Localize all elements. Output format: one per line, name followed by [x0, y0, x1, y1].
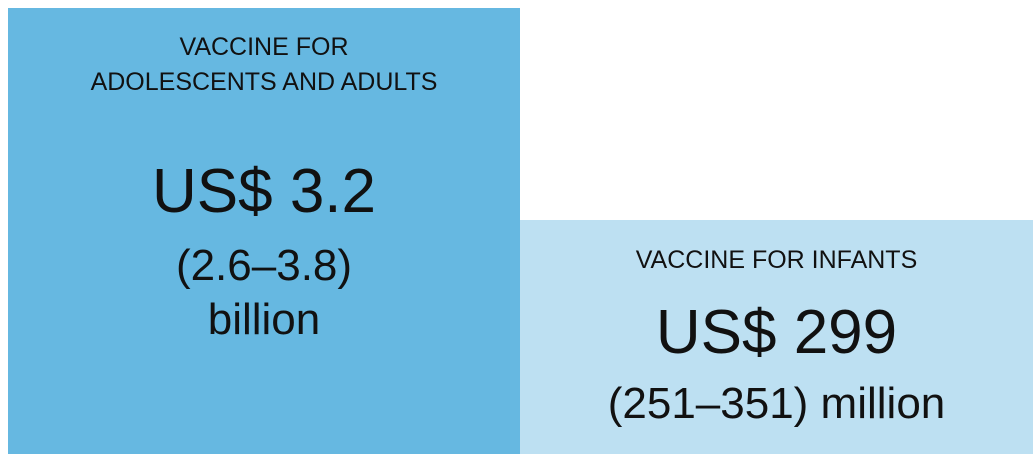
amount: US$ 3.2 [151, 157, 377, 226]
range: (2.6–3.8) [175, 241, 353, 290]
unit: billion [207, 295, 321, 344]
adult-vaccine-panel: VACCINE FOR ADOLESCENTS AND ADULTS US$ 3… [8, 8, 520, 454]
panel-heading: VACCINE FOR [179, 33, 349, 61]
infant-vaccine-panel: VACCINE FOR INFANTS US$ 299 (251–351) mi… [520, 220, 1033, 454]
panel-heading: VACCINE FOR INFANTS [635, 246, 918, 274]
range: (251–351) million [607, 379, 946, 428]
amount: US$ 299 [655, 298, 898, 367]
panel-heading: ADOLESCENTS AND ADULTS [90, 68, 438, 96]
